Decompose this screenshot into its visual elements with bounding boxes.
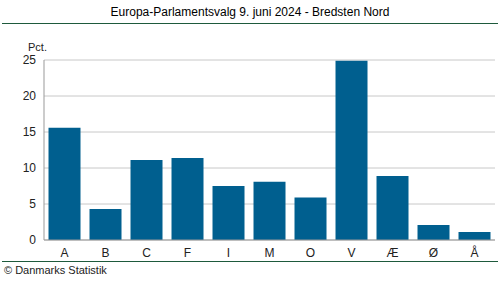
html-text:Pct.: Pct. [28, 41, 47, 53]
svg-text:10: 10 [23, 161, 37, 175]
svg-text:0: 0 [29, 233, 36, 247]
svg-text:F: F [184, 246, 191, 260]
svg-text:M: M [265, 246, 275, 260]
svg-text:5: 5 [29, 197, 36, 211]
svg-text:B: B [101, 246, 109, 260]
html-text:© Danmarks Statistik: © Danmarks Statistik [4, 264, 107, 276]
svg-text:O: O [306, 246, 315, 260]
svg-text:A: A [60, 246, 68, 260]
svg-text:Å: Å [470, 245, 478, 260]
svg-text:I: I [227, 246, 230, 260]
svg-text:C: C [142, 246, 151, 260]
svg-text:20: 20 [23, 89, 37, 103]
svg-text:Æ: Æ [387, 246, 399, 260]
html-text:Europa-Parlamentsvalg 9. juni: Europa-Parlamentsvalg 9. juni 2024 - Bre… [110, 5, 390, 19]
svg-text:15: 15 [23, 125, 37, 139]
svg-text:25: 25 [23, 53, 37, 67]
svg-text:Ø: Ø [429, 246, 438, 260]
svg-text:V: V [347, 246, 355, 260]
